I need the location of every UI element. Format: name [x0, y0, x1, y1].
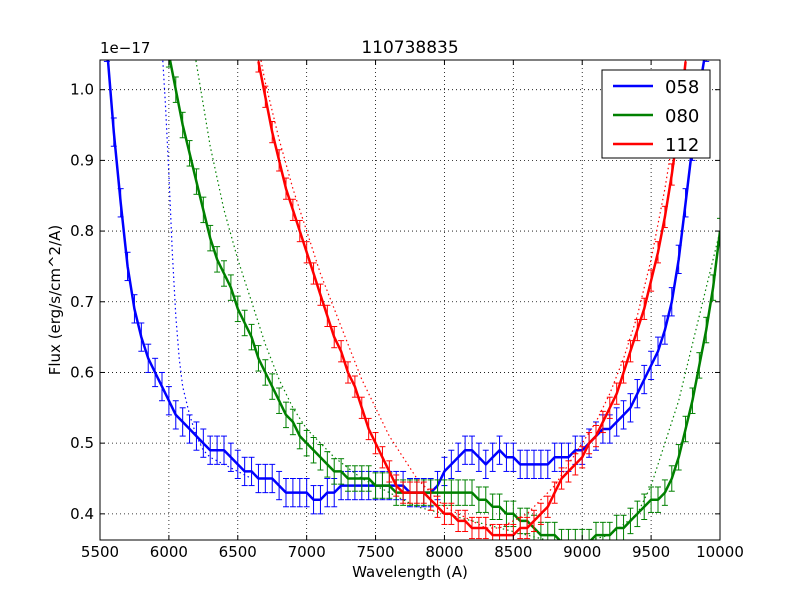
- y-tick-label: 0.4: [70, 505, 94, 523]
- y-tick-label: 0.9: [70, 151, 94, 169]
- series-group: [103, 60, 720, 540]
- legend-label-058: 058: [665, 77, 699, 98]
- ticks: 5500 6000 6500 7000 7500 8000 8500 9000 9500 1000…: [70, 60, 744, 561]
- plot-frame: [99, 59, 721, 541]
- y-tick-label: 0.7: [70, 293, 94, 311]
- x-tick-label: 6000: [150, 543, 188, 561]
- legend: 058 080 112: [601, 69, 711, 159]
- y-offset-text: 1e−17: [100, 39, 150, 57]
- data-line-080: [168, 60, 720, 540]
- y-tick-label: 0.6: [70, 363, 94, 381]
- x-tick-label: 9500: [632, 543, 670, 561]
- chart-title: 110738835: [361, 38, 458, 58]
- series-112: [255, 60, 689, 540]
- y-tick-label: 1.0: [70, 81, 94, 99]
- x-tick-label: 9000: [563, 543, 601, 561]
- x-tick-label: 5500: [81, 543, 119, 561]
- model-line-112: [260, 60, 680, 529]
- y-tick-label: 0.5: [70, 434, 94, 452]
- legend-label-112: 112: [665, 135, 699, 156]
- x-tick-label: 8500: [494, 543, 532, 561]
- x-tick-label: 6500: [219, 543, 257, 561]
- y-tick-label: 0.8: [70, 222, 94, 240]
- model-line-058: [162, 60, 252, 480]
- x-tick-label: 7500: [356, 543, 394, 561]
- data-line-112: [257, 61, 687, 537]
- y-axis-label: Flux (erg/s/cm^2/A): [46, 225, 64, 376]
- x-axis-label: Wavelength (A): [352, 563, 468, 581]
- x-tick-label: 7000: [288, 543, 326, 561]
- x-tick-label: 10000: [696, 543, 744, 561]
- legend-label-080: 080: [665, 106, 699, 127]
- x-tick-label: 8000: [425, 543, 463, 561]
